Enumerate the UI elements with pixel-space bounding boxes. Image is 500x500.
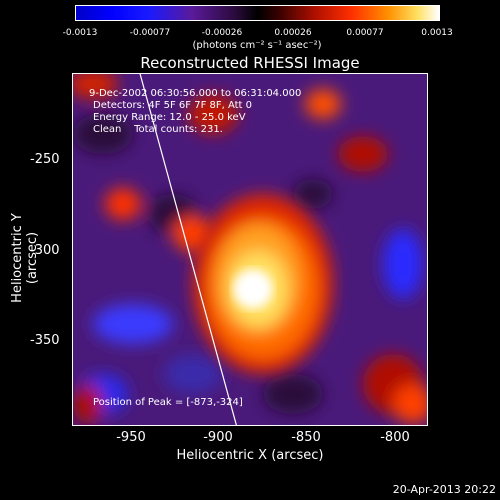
y-tick: -300: [30, 243, 60, 258]
timestamp: 20-Apr-2013 20:22: [392, 483, 496, 496]
info-energy: Energy Range: 12.0 - 25.0 keV: [93, 112, 246, 123]
x-tick: -950: [116, 430, 146, 445]
colorbar-tick: -0.00077: [129, 28, 171, 38]
y-axis-label: Heliocentric Y (arcsec): [10, 213, 40, 303]
colorbar-tick: 0.00026: [274, 28, 312, 38]
info-detectors: Detectors: 4F 5F 6F 7F 8F, Att 0: [93, 100, 253, 111]
y-tick: -350: [30, 333, 60, 348]
x-tick: -800: [380, 430, 410, 445]
info-clean: Clean Total counts: 231.: [93, 124, 223, 135]
colorbar-tick: -0.00026: [201, 28, 243, 38]
info-time: 9-Dec-2002 06:30:56.000 to 06:31:04.000: [89, 88, 302, 99]
colorbar-tick: 0.00077: [346, 28, 384, 38]
colorbar-unit: (photons cm⁻² s⁻¹ asec⁻²): [192, 40, 322, 51]
image-title: Reconstructed RHESSI Image: [140, 54, 360, 72]
colorbar-tick: 0.0013: [421, 28, 453, 38]
image-heatmap: [73, 74, 427, 425]
rhessi-image: 9-Dec-2002 06:30:56.000 to 06:31:04.000 …: [72, 73, 428, 426]
info-peak: Position of Peak = [-873,-324]: [93, 397, 243, 408]
x-tick: -900: [203, 430, 233, 445]
y-tick: -250: [30, 152, 60, 167]
solar-limb-line: [139, 74, 237, 425]
x-tick: -850: [291, 430, 321, 445]
colorbar-tick: -0.0013: [62, 28, 98, 38]
colorbar: [75, 5, 440, 21]
x-axis-label: Heliocentric X (arcsec): [176, 448, 324, 463]
